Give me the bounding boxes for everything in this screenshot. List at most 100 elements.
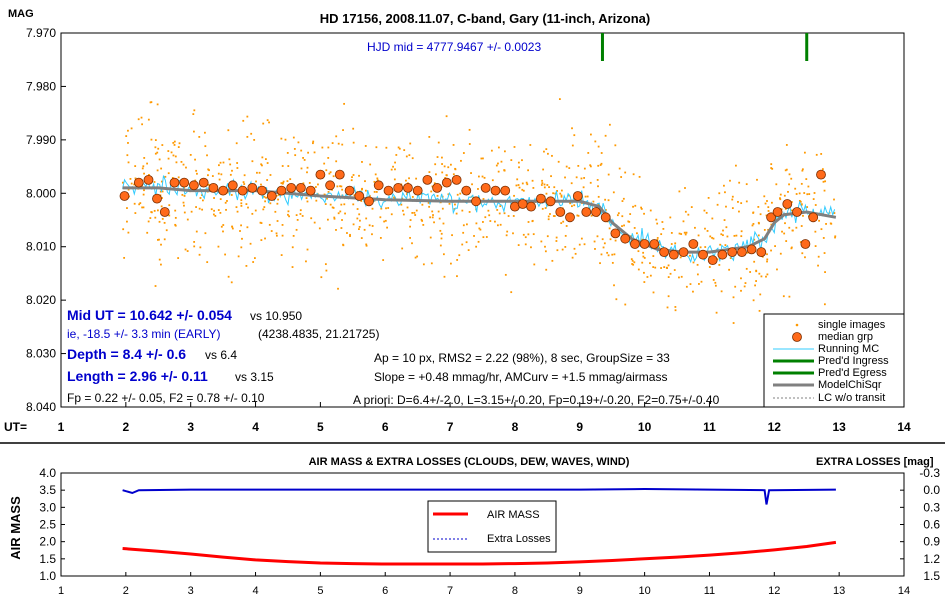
- median-grp-point: [152, 193, 162, 204]
- single-image-point: [497, 162, 499, 165]
- single-image-point: [738, 210, 740, 213]
- single-image-point: [759, 293, 762, 296]
- single-image-point: [788, 295, 791, 298]
- single-image-point: [604, 134, 607, 137]
- single-image-point: [820, 228, 823, 231]
- single-image-point: [667, 276, 670, 278]
- single-image-point: [532, 187, 535, 189]
- single-image-point: [156, 209, 159, 212]
- single-image-point: [127, 231, 130, 234]
- single-image-point: [282, 182, 284, 184]
- single-image-point: [444, 177, 447, 179]
- single-image-point: [660, 233, 663, 236]
- single-image-point: [306, 171, 308, 174]
- single-image-point: [637, 268, 640, 271]
- single-image-point: [263, 195, 266, 198]
- single-image-point: [246, 115, 249, 118]
- single-image-point: [441, 207, 444, 210]
- single-image-point: [489, 220, 492, 222]
- single-image-point: [356, 208, 359, 210]
- bottom-y-axis-label: AIR MASS: [8, 496, 23, 560]
- single-image-point: [127, 129, 129, 132]
- single-image-point: [834, 236, 836, 239]
- single-image-point: [597, 195, 600, 198]
- single-image-point: [340, 185, 343, 188]
- single-image-point: [405, 155, 408, 158]
- single-image-point: [329, 203, 332, 206]
- single-image-point: [784, 169, 787, 172]
- bottom-y-tick-label: 1.0: [39, 569, 56, 583]
- single-image-point: [337, 212, 340, 215]
- single-image-point: [548, 186, 550, 189]
- single-image-point: [229, 163, 232, 166]
- single-image-point: [315, 199, 318, 202]
- single-image-point: [376, 179, 379, 182]
- single-image-point: [735, 164, 737, 167]
- single-image-point: [744, 282, 747, 284]
- single-image-point: [565, 225, 568, 227]
- fp-line: Fp = 0.22 +/- 0.05, F2 = 0.78 +/- 0.10: [67, 391, 265, 405]
- x-tick-label: 6: [382, 420, 389, 434]
- median-grp-point: [707, 255, 718, 266]
- legend-label-single: single images: [818, 319, 886, 331]
- single-image-point: [746, 251, 749, 254]
- single-image-point: [652, 266, 655, 268]
- median-grp-point: [247, 182, 258, 193]
- single-image-point: [621, 215, 624, 218]
- single-image-point: [172, 154, 175, 157]
- single-image-point: [277, 193, 280, 196]
- single-image-point: [365, 244, 368, 247]
- single-image-point: [652, 255, 655, 257]
- single-image-point: [752, 299, 755, 302]
- single-image-point: [141, 167, 144, 170]
- single-image-point: [596, 235, 599, 238]
- single-image-point: [799, 241, 802, 244]
- single-image-point: [631, 259, 634, 262]
- single-image-point: [568, 194, 570, 197]
- single-image-point: [822, 180, 825, 183]
- median-grp-point: [600, 212, 611, 223]
- single-image-point: [194, 158, 196, 161]
- single-image-point: [177, 257, 180, 259]
- single-image-point: [305, 260, 307, 263]
- single-image-point: [745, 200, 748, 203]
- single-image-point: [640, 206, 642, 209]
- single-image-point: [306, 248, 309, 251]
- single-image-point: [434, 163, 437, 166]
- single-image-point: [352, 127, 355, 130]
- x-tick-label: 4: [252, 420, 259, 434]
- single-image-point: [530, 246, 532, 249]
- single-image-point: [360, 200, 363, 202]
- bottom-x-tick-label: 4: [252, 585, 258, 597]
- single-image-point: [803, 192, 806, 194]
- single-image-point: [564, 246, 567, 248]
- single-image-point: [720, 233, 723, 236]
- single-image-point: [207, 183, 210, 186]
- single-image-point: [507, 215, 510, 217]
- single-image-point: [494, 220, 496, 223]
- median-grp-point: [678, 247, 689, 258]
- single-image-point: [503, 150, 506, 153]
- single-image-point: [582, 186, 585, 189]
- single-image-point: [612, 191, 615, 194]
- single-image-point: [358, 174, 360, 177]
- single-image-point: [302, 182, 305, 185]
- median-grp-point: [659, 247, 669, 258]
- single-image-point: [527, 169, 529, 172]
- single-image-point: [666, 306, 669, 309]
- single-image-point: [817, 255, 820, 258]
- single-image-point: [674, 306, 677, 308]
- median-grp-point: [772, 207, 783, 217]
- single-image-point: [649, 274, 652, 277]
- single-image-point: [522, 189, 525, 192]
- x-tick-label: 2: [123, 420, 130, 434]
- single-image-point: [583, 177, 586, 179]
- bottom-x-tick-label: 8: [512, 585, 518, 597]
- single-image-point: [643, 271, 645, 274]
- single-image-point: [219, 161, 222, 164]
- bottom-legend: AIR MASS Extra Losses: [427, 500, 557, 553]
- single-image-point: [755, 280, 757, 282]
- single-image-point: [784, 207, 787, 210]
- single-image-point: [790, 209, 793, 212]
- single-image-point: [269, 202, 272, 205]
